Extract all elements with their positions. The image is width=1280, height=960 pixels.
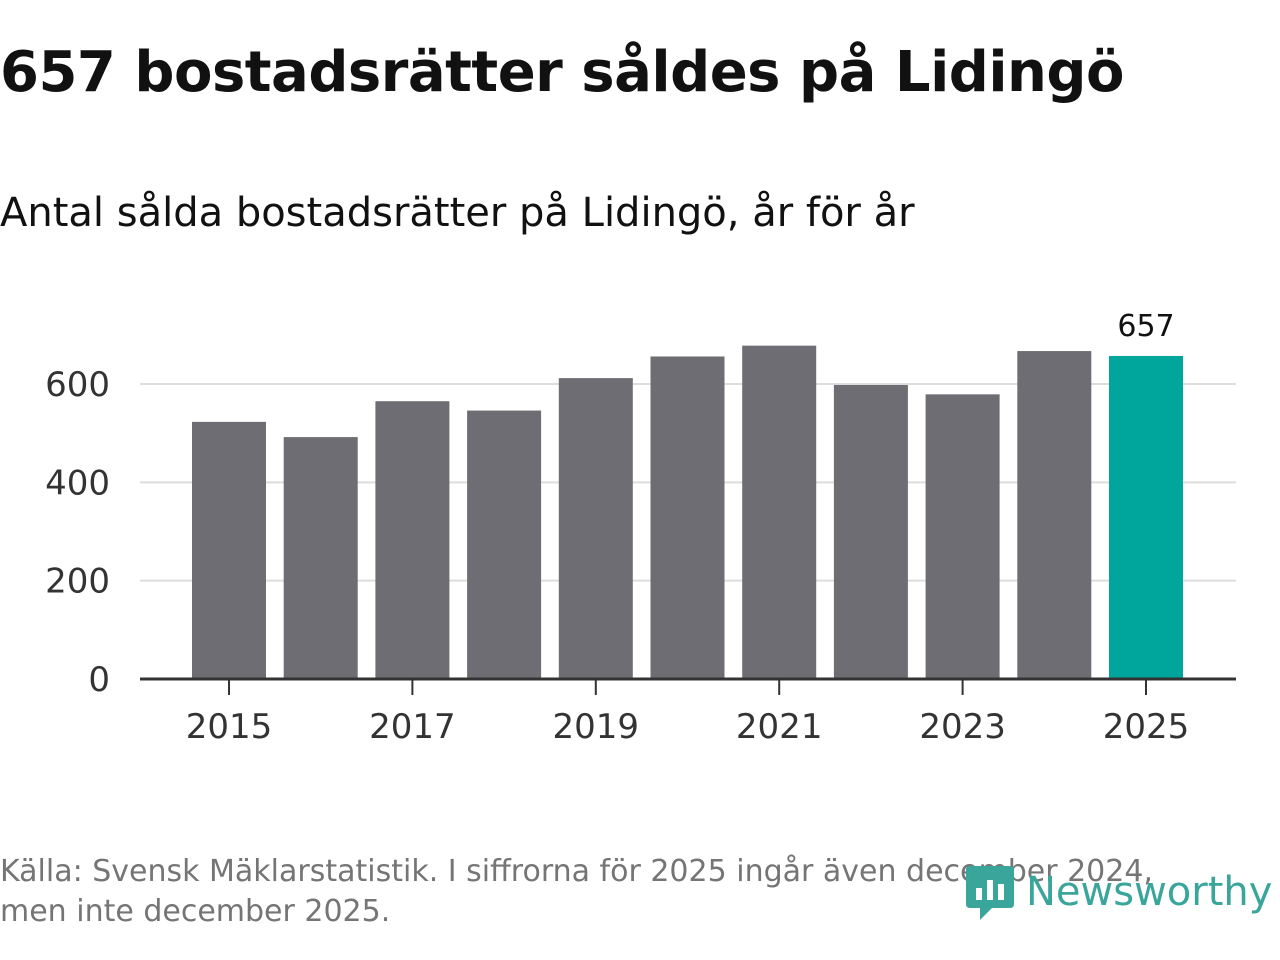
x-tick-label-2019: 2019 [553, 707, 640, 747]
newsworthy-logo: Newsworthy [964, 860, 1272, 924]
source-note: Källa: Svensk Mäklarstatistik. I siffror… [0, 852, 1210, 932]
source-line-1: Källa: Svensk Mäklarstatistik. I siffror… [0, 854, 1153, 889]
bar-value-label-2025: 657 [1117, 309, 1174, 344]
x-tick-label-2017: 2017 [369, 707, 456, 747]
bar-2024 [1017, 351, 1092, 679]
y-tick-label-600: 600 [45, 365, 110, 405]
bar-2019 [558, 378, 633, 679]
bar-2020 [650, 356, 725, 679]
bar-chart: 0 200 400 600 657 2015 2017 2019 2021 2023 2025 [45, 309, 1236, 747]
y-tick-label-200: 200 [45, 562, 110, 602]
logo-text: Newsworthy [1026, 869, 1273, 915]
bar-2018 [467, 410, 542, 679]
x-tick-label-2021: 2021 [736, 707, 823, 747]
bar-2021 [742, 345, 817, 679]
bar-2015 [192, 421, 266, 679]
y-tick-label-400: 400 [45, 463, 110, 503]
chart-title: 657 bostadsrätter såldes på Lidingö [0, 40, 1124, 105]
y-tick-label-0: 0 [88, 660, 110, 700]
x-tick-label-2015: 2015 [186, 707, 273, 747]
bar-2022 [833, 384, 908, 679]
x-tick-label-2023: 2023 [919, 707, 1006, 747]
chart-subtitle: Antal sålda bostadsrätter på Lidingö, år… [0, 190, 915, 236]
bar-2016 [283, 437, 358, 679]
x-tick-label-2025: 2025 [1103, 707, 1190, 747]
newsworthy-logo-icon [966, 866, 1014, 920]
bar-2025 [1109, 355, 1183, 679]
bar-2023 [925, 394, 1000, 679]
bar-2017 [375, 401, 450, 679]
source-line-2: men inte december 2025. [0, 894, 391, 929]
